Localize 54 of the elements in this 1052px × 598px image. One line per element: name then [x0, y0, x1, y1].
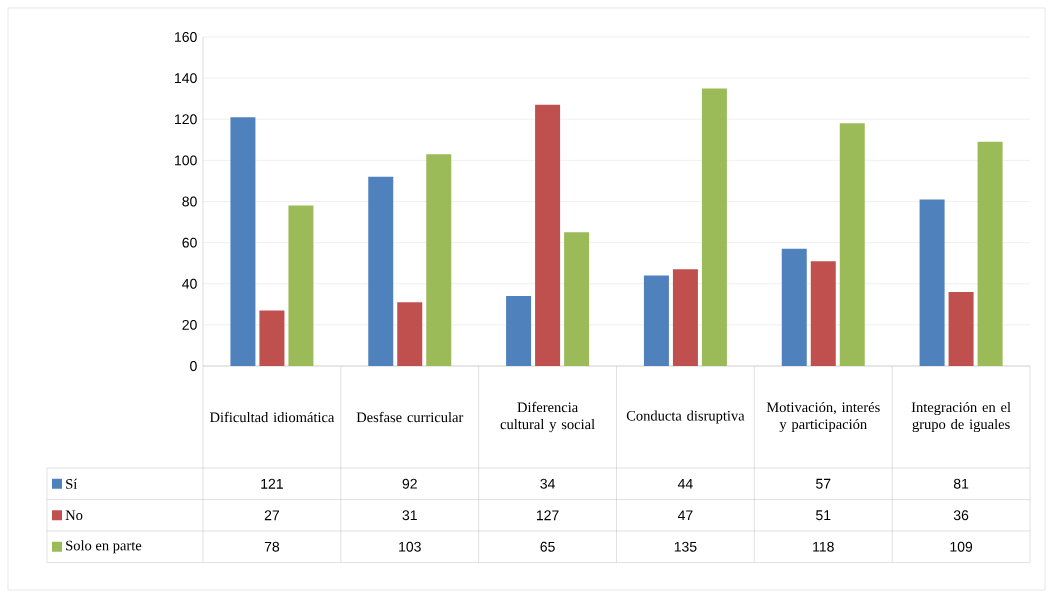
data-label: 121 [261, 478, 283, 489]
x-tick-label: Motivación, interés y participación [766, 401, 880, 433]
bar [426, 154, 452, 366]
bar [230, 117, 256, 366]
data-label: 27 [264, 510, 280, 521]
x-tick-label: Desfase curricular [356, 411, 464, 423]
bar [288, 205, 314, 366]
data-label: 57 [816, 478, 831, 489]
y-tick-label: 80 [182, 196, 197, 207]
data-label: 51 [816, 510, 831, 521]
data-label: 92 [402, 478, 417, 489]
y-tick-label: 140 [175, 73, 197, 84]
bar [672, 269, 698, 366]
x-tick-label: Integración en el grupo de iguales [911, 401, 1011, 433]
data-label: 103 [399, 541, 421, 552]
bar [781, 248, 807, 366]
data-label: 47 [677, 510, 693, 521]
data-label: 36 [953, 510, 969, 521]
bar [368, 176, 394, 366]
y-tick-label: 100 [175, 155, 197, 166]
bar [919, 199, 945, 366]
bar [564, 232, 590, 366]
data-label: 81 [953, 478, 969, 489]
bar [810, 261, 836, 366]
y-tick-label: 120 [175, 114, 197, 125]
data-label: 31 [402, 510, 417, 521]
data-label: 135 [674, 541, 697, 552]
data-label: 34 [540, 478, 555, 489]
legend-label: Sí [66, 478, 78, 489]
y-tick-label: 40 [182, 278, 197, 289]
x-tick-label: Diferencia cultural y social [500, 401, 595, 433]
x-tick-label: Conducta disruptiva [626, 410, 745, 424]
data-label: 127 [536, 510, 559, 521]
bar [839, 123, 865, 366]
bar [259, 310, 285, 366]
y-tick-label: 0 [190, 361, 197, 371]
data-label: 65 [540, 541, 555, 552]
data-label: 44 [677, 478, 693, 489]
bar [506, 296, 532, 366]
y-tick-label: 20 [182, 319, 197, 330]
y-tick-label: 160 [175, 32, 197, 42]
bar [397, 302, 423, 366]
bar [535, 104, 561, 366]
data-label: 118 [813, 541, 834, 552]
bar [701, 88, 727, 366]
bar [948, 291, 974, 366]
legend-label: No [65, 510, 83, 521]
data-label: 109 [950, 541, 973, 552]
y-tick-label: 60 [182, 237, 197, 248]
bar [977, 141, 1003, 366]
data-label: 78 [264, 541, 280, 552]
x-tick-label: Dificultad idiomática [209, 411, 335, 423]
legend-label: Solo en parte [66, 540, 142, 554]
bar [643, 275, 669, 366]
